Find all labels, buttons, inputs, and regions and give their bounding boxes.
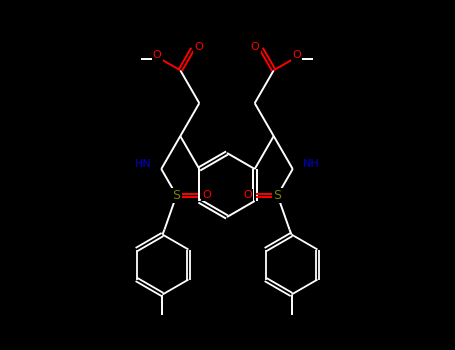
Text: S: S bbox=[273, 189, 282, 202]
Text: O: O bbox=[243, 190, 252, 200]
Text: O: O bbox=[251, 42, 260, 51]
Text: S: S bbox=[172, 189, 181, 202]
Text: O: O bbox=[194, 42, 203, 51]
Text: O: O bbox=[202, 190, 211, 200]
Text: O: O bbox=[153, 50, 162, 60]
Text: NH: NH bbox=[303, 159, 319, 169]
Text: HN: HN bbox=[135, 159, 151, 169]
Text: O: O bbox=[293, 50, 301, 60]
